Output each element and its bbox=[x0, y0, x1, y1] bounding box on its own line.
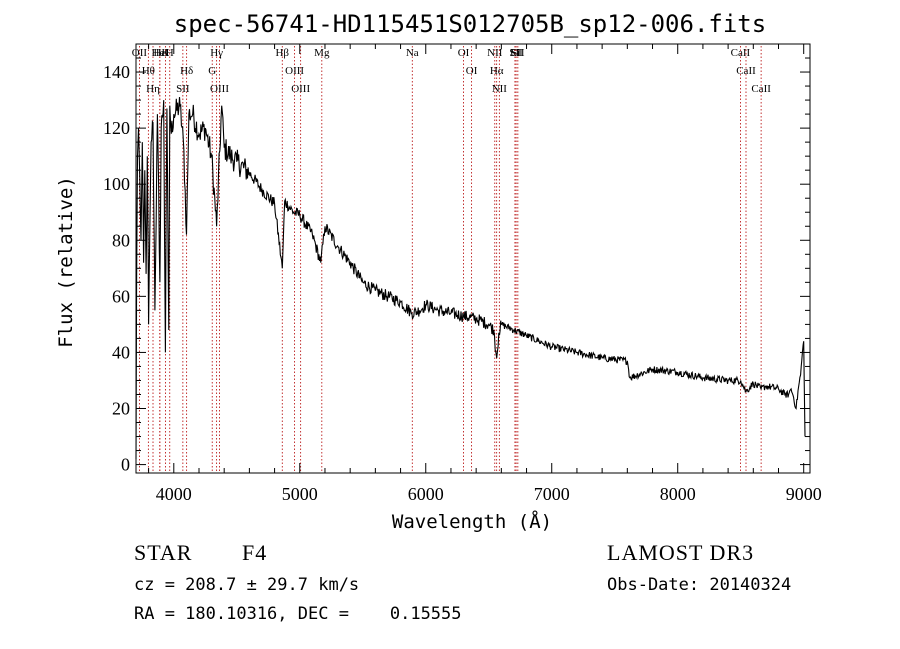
spectral-line-markers bbox=[139, 46, 762, 471]
spectral-line-label: Mg bbox=[314, 47, 330, 59]
spectral-line-label: OI bbox=[458, 47, 470, 59]
x-tick-label: 6000 bbox=[408, 484, 444, 504]
spectral-line-label: NII bbox=[492, 83, 508, 95]
spectral-line-label: CaII bbox=[751, 83, 771, 95]
y-tick-label: 0 bbox=[121, 455, 130, 475]
spectral-line-label: OII bbox=[132, 47, 148, 59]
y-tick-label: 100 bbox=[103, 174, 130, 194]
spectral-line-label: Hη bbox=[146, 83, 160, 95]
spectral-line-label: OIII bbox=[285, 65, 304, 77]
y-tick-label: 80 bbox=[112, 230, 130, 250]
spectral-line-label: SII bbox=[509, 47, 523, 59]
spectral-line-label: NII bbox=[487, 47, 503, 59]
spectral-line-label: K bbox=[162, 47, 170, 59]
axis-ticks: 4000 5000 6000 7000 8000 9000 0 20 40 60 80 100 120 1… bbox=[103, 44, 822, 504]
spectral-line-label: CaII bbox=[736, 65, 756, 77]
x-tick-label: 5000 bbox=[282, 484, 318, 504]
y-tick-label: 60 bbox=[112, 286, 130, 306]
spectrum-line bbox=[135, 97, 806, 460]
spectral-line-label: CaII bbox=[731, 47, 751, 59]
spectral-line-label: OIII bbox=[210, 83, 229, 95]
spectral-line-label: H bbox=[166, 47, 174, 59]
spectral-line-label: OIII bbox=[291, 83, 310, 95]
spectral-line-label: Hδ bbox=[180, 65, 193, 77]
spectral-line-label: G bbox=[208, 65, 216, 77]
chart-title: spec-56741-HD115451S012705B_sp12-006.fit… bbox=[174, 10, 766, 38]
redshift-velocity: cz = 208.7 ± 29.7 km/s bbox=[134, 575, 360, 595]
spectral-line-label: Hγ bbox=[210, 47, 223, 59]
spectral-line-label: Na bbox=[406, 47, 419, 59]
y-axis-title: Flux (relative) bbox=[55, 176, 77, 348]
spectral-line-label: Hβ bbox=[275, 47, 289, 59]
y-tick-label: 140 bbox=[103, 62, 130, 82]
coordinates: RA = 180.10316, DEC = 0.15555 bbox=[134, 604, 462, 624]
spectral-line-label: HeI bbox=[152, 47, 169, 59]
y-tick-label: 20 bbox=[112, 399, 130, 419]
survey-name: LAMOST DR3 bbox=[607, 540, 755, 565]
plot-frame bbox=[135, 43, 811, 474]
x-tick-label: 8000 bbox=[660, 484, 696, 504]
spectral-line-label: SII bbox=[511, 47, 525, 59]
observation-date: Obs-Date: 20140324 bbox=[607, 575, 792, 595]
x-axis-title: Wavelength (Å) bbox=[392, 510, 552, 533]
spectral-line-label: Li bbox=[510, 47, 520, 59]
y-tick-label: 120 bbox=[103, 118, 130, 138]
x-tick-label: 9000 bbox=[786, 484, 822, 504]
x-tick-label: 4000 bbox=[156, 484, 192, 504]
spectral-line-label: SII bbox=[176, 83, 190, 95]
object-subclass: F4 bbox=[242, 540, 268, 565]
spectral-line-label: Hα bbox=[490, 65, 504, 77]
spectral-line-label: Hε bbox=[154, 47, 167, 59]
y-tick-label: 40 bbox=[112, 342, 130, 362]
x-tick-label: 7000 bbox=[534, 484, 570, 504]
spectral-line-label: OI bbox=[466, 65, 478, 77]
object-class: STAR bbox=[134, 540, 193, 565]
spectral-line-label: Hθ bbox=[142, 65, 155, 77]
